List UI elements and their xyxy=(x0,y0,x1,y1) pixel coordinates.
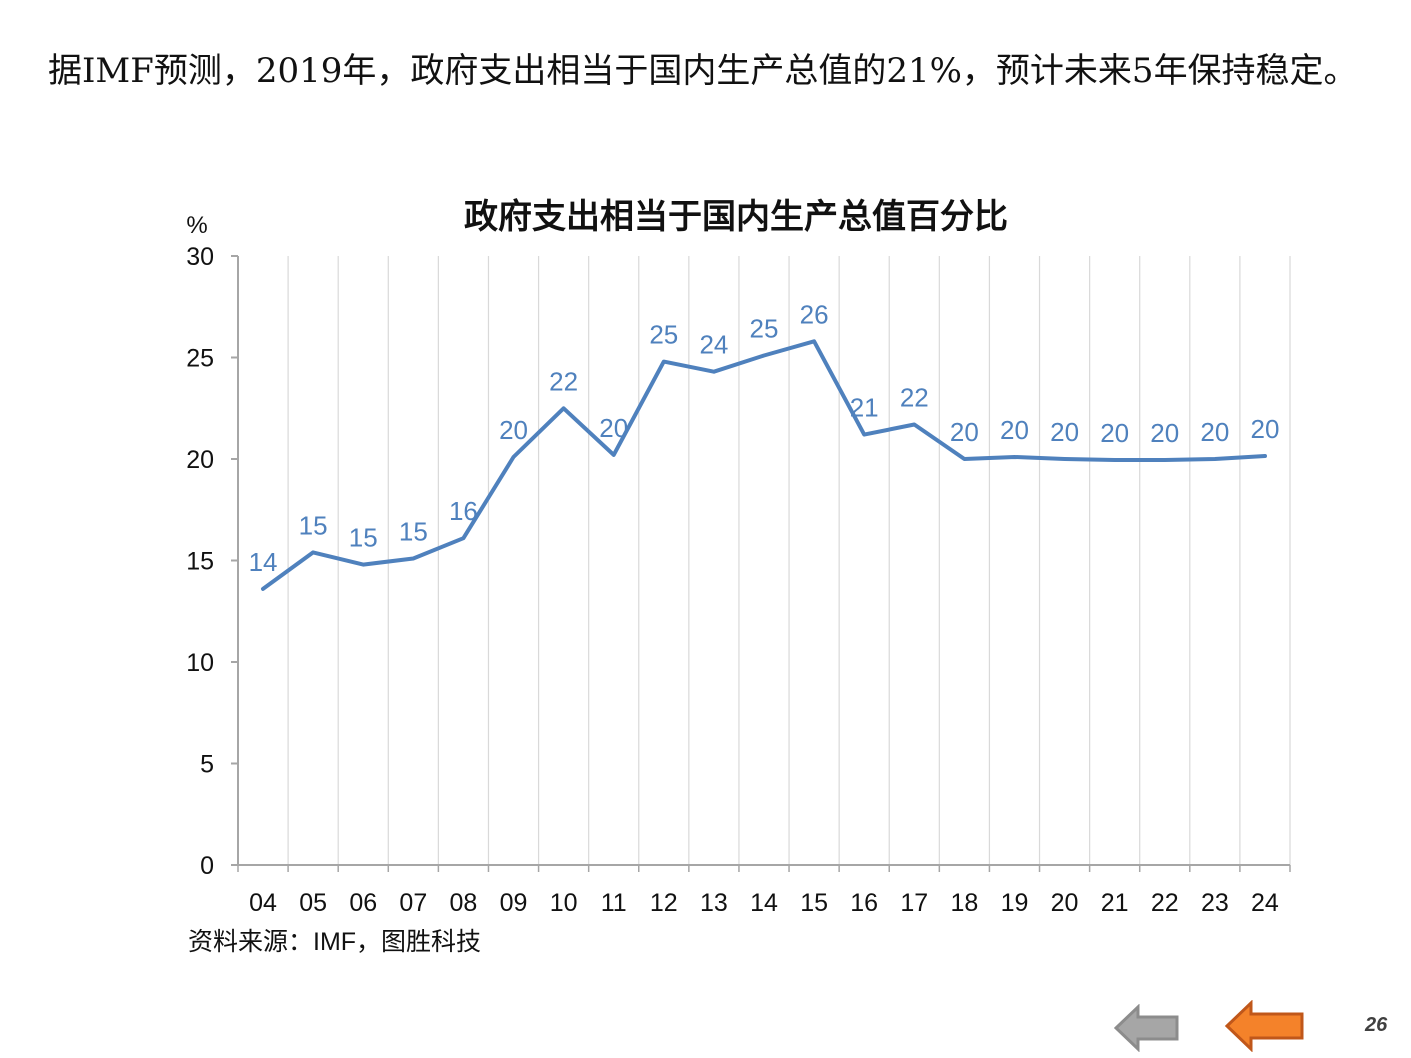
data-label: 26 xyxy=(800,299,829,329)
y-tick-label: 25 xyxy=(186,345,214,373)
x-tick-label: 06 xyxy=(349,889,377,917)
x-tick-label: 13 xyxy=(700,889,728,917)
grid-layer xyxy=(287,256,1291,865)
y-tick-label: 20 xyxy=(186,446,214,474)
x-tick-label: 09 xyxy=(500,889,528,917)
x-tick-label: 20 xyxy=(1051,889,1079,917)
x-tick-label: 23 xyxy=(1201,889,1229,917)
prev-page-button[interactable] xyxy=(1113,1003,1180,1053)
data-label: 20 xyxy=(1100,418,1129,448)
x-tick-label: 22 xyxy=(1151,889,1179,917)
chart-title: 政府支出相当于国内生产总值百分比 xyxy=(464,197,1008,236)
data-label: 20 xyxy=(1150,418,1179,448)
x-tick-label: 15 xyxy=(800,889,828,917)
x-tick-label: 08 xyxy=(450,889,478,917)
x-tick-label: 12 xyxy=(650,889,678,917)
y-tick-label: 5 xyxy=(200,751,214,779)
data-label: 16 xyxy=(449,496,478,526)
data-label: 20 xyxy=(499,415,528,445)
data-label: 20 xyxy=(1050,417,1079,447)
x-tick-label: 07 xyxy=(399,889,427,917)
data-label: 22 xyxy=(549,366,578,396)
x-tick-label: 24 xyxy=(1251,889,1279,917)
x-tick-label: 11 xyxy=(601,889,627,917)
left-arrow-icon xyxy=(1224,999,1304,1053)
page-number: 26 xyxy=(1365,1014,1388,1036)
data-label: 14 xyxy=(249,547,278,577)
data-label: 15 xyxy=(349,523,378,553)
x-tick-label: 14 xyxy=(750,889,778,917)
x-tick-label: 05 xyxy=(299,889,327,917)
x-tick-label: 21 xyxy=(1101,889,1129,917)
data-label: 20 xyxy=(950,417,979,447)
data-label: 20 xyxy=(1200,417,1229,447)
y-axis-unit-label: % xyxy=(186,212,207,239)
x-tick-label: 16 xyxy=(850,889,878,917)
data-label-layer: 14 15 15 15 16 20 22 20 25 24 25 26 21 22 20 20 20 20 20 20… xyxy=(249,299,1280,577)
data-label: 20 xyxy=(599,413,628,443)
source-note: 资料来源：IMF，图胜科技 xyxy=(188,928,482,956)
next-page-button[interactable] xyxy=(1224,999,1306,1053)
series-line xyxy=(261,339,1267,591)
data-label: 20 xyxy=(1250,414,1279,444)
x-tick-label: 17 xyxy=(900,889,928,917)
x-tick-label: 04 xyxy=(249,889,277,917)
data-label: 24 xyxy=(699,330,728,360)
left-arrow-icon xyxy=(1113,1003,1179,1053)
y-tick-label: 15 xyxy=(186,548,214,576)
data-label: 25 xyxy=(750,313,779,343)
data-label: 25 xyxy=(649,320,678,350)
line-layer xyxy=(261,339,1267,591)
y-tick-label: 10 xyxy=(186,649,214,677)
data-label: 20 xyxy=(1000,415,1029,445)
y-tick-label: 0 xyxy=(200,852,214,880)
x-tick-label: 18 xyxy=(950,889,978,917)
data-label: 15 xyxy=(299,510,328,540)
x-tick-label: 19 xyxy=(1001,889,1029,917)
intro-text: 据IMF预测，2019年，政府支出相当于国内生产总值的21%，预计未来5年保持稳… xyxy=(48,51,1358,91)
x-tick-label: 10 xyxy=(550,889,578,917)
data-label: 22 xyxy=(900,382,929,412)
data-label: 15 xyxy=(399,516,428,546)
y-tick-label: 30 xyxy=(186,243,214,271)
data-label: 21 xyxy=(850,393,879,423)
